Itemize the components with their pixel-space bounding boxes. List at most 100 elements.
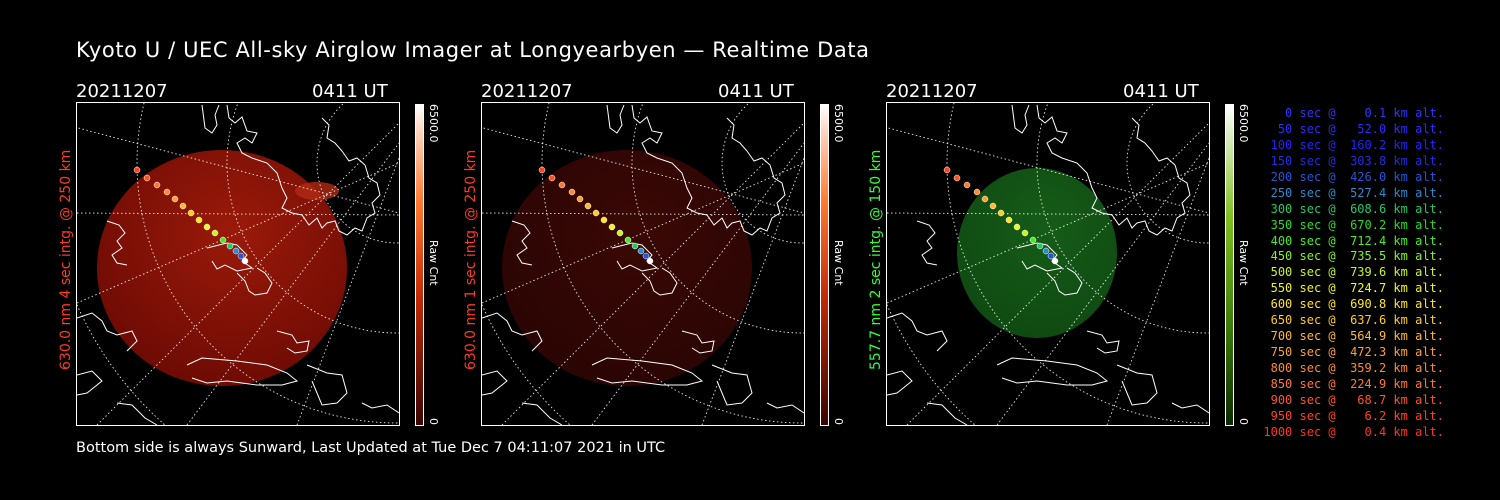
- longitude-line: [1106, 157, 1209, 425]
- coastline: [361, 402, 399, 414]
- airglow-image: [502, 150, 752, 386]
- panel-3-map: [887, 103, 1209, 425]
- coastline: [77, 312, 138, 352]
- coastline: [1171, 402, 1209, 414]
- coastline: [482, 370, 508, 396]
- panel-2-colorbar-max: 6500.0: [832, 104, 845, 143]
- track-marker: [631, 242, 639, 250]
- track-marker: [981, 195, 989, 203]
- track-marker: [1029, 236, 1037, 244]
- legend-row: 350 sec @ 670.2 km alt.: [1263, 217, 1444, 232]
- panel-1-date: 20211207: [76, 81, 168, 102]
- legend-row: 500 sec @ 739.6 km alt.: [1263, 265, 1444, 280]
- panel-2-image: [481, 102, 805, 426]
- coastline: [766, 402, 804, 414]
- track-marker: [558, 181, 566, 189]
- longitude-line: [887, 162, 1209, 304]
- panel-3-time: 0411 UT: [1123, 81, 1199, 102]
- track-marker: [576, 195, 584, 203]
- latitude-circle: [316, 103, 399, 244]
- panel-1-image: [76, 102, 400, 426]
- track-marker: [203, 223, 211, 231]
- panel-2-colorbar-min: 0: [832, 418, 845, 425]
- coastline: [511, 220, 533, 266]
- track-marker: [943, 166, 951, 174]
- longitude-line: [887, 212, 1209, 216]
- track-marker: [1013, 223, 1021, 231]
- coastline: [606, 104, 625, 134]
- track-marker: [997, 209, 1005, 217]
- legend-row: 900 sec @ 68.7 km alt.: [1263, 392, 1444, 407]
- track-marker: [143, 174, 151, 182]
- latitude-circle: [541, 103, 804, 424]
- panel-2-map: [482, 103, 804, 425]
- panel-3-colorbar-min: 0: [1237, 418, 1250, 425]
- track-marker: [568, 188, 576, 196]
- panel-1-colorbar-unit: Raw Cnt: [427, 240, 440, 286]
- coastline: [276, 330, 310, 354]
- panel-3-colorbar-unit: Raw Cnt: [1237, 240, 1250, 286]
- track-marker: [237, 252, 245, 260]
- panel-1-colorbar-min: 0: [427, 418, 440, 425]
- track-marker: [600, 216, 608, 224]
- panel-1-ylabel: 630.0 nm 4 sec intg. @ 250 km: [58, 149, 74, 370]
- legend-row: 450 sec @ 735.5 km alt.: [1263, 249, 1444, 264]
- track-marker: [163, 188, 171, 196]
- panel-2-ylabel: 630.0 nm 1 sec intg. @ 250 km: [463, 149, 479, 370]
- track-marker: [187, 209, 195, 217]
- panel-3-colorbar-max: 6500.0: [1237, 104, 1250, 143]
- legend-row: 1000 sec @ 0.4 km alt.: [1263, 424, 1444, 439]
- coastline: [681, 330, 715, 354]
- legend-row: 550 sec @ 724.7 km alt.: [1263, 281, 1444, 296]
- legend-row: 800 sec @ 359.2 km alt.: [1263, 361, 1444, 375]
- track-marker: [1021, 229, 1029, 237]
- track-marker: [1051, 257, 1059, 265]
- track-marker: [241, 257, 249, 265]
- panel-1-time: 0411 UT: [312, 81, 388, 102]
- legend-row: 250 sec @ 527.4 km alt.: [1263, 185, 1444, 200]
- track-marker: [538, 166, 546, 174]
- coastline: [186, 357, 299, 386]
- coastline: [887, 370, 913, 396]
- airglow-image: [957, 168, 1117, 338]
- altitude-legend: 0 sec @ 0.1 km alt. 50 sec @ 52.0 km alt…: [1262, 106, 1444, 441]
- track-marker: [584, 202, 592, 210]
- coastline: [1116, 364, 1158, 406]
- longitude-line: [591, 142, 804, 425]
- panel-3-colorbar: [1225, 104, 1234, 426]
- track-marker: [133, 166, 141, 174]
- track-marker: [195, 216, 203, 224]
- coastline: [631, 104, 786, 236]
- legend-row: 0 sec @ 0.1 km alt.: [1263, 106, 1444, 120]
- legend-row: 650 sec @ 637.6 km alt.: [1263, 313, 1444, 328]
- panel-2-colorbar: [820, 104, 829, 426]
- coastline: [1036, 104, 1191, 236]
- panel-3-image: [886, 102, 1210, 426]
- longitude-line: [887, 127, 1209, 214]
- coastline: [482, 312, 543, 352]
- page-title: Kyoto U / UEC All-sky Airglow Imager at …: [76, 38, 870, 62]
- panel-2-colorbar-unit: Raw Cnt: [832, 240, 845, 286]
- footer-status: Bottom side is always Sunward, Last Upda…: [76, 440, 666, 456]
- coastline: [996, 357, 1109, 386]
- panel-1-colorbar: [415, 104, 424, 426]
- track-marker: [989, 202, 997, 210]
- legend-row: 150 sec @ 303.8 km alt.: [1263, 153, 1444, 168]
- longitude-line: [77, 212, 399, 216]
- track-marker: [548, 174, 556, 182]
- legend-row: 300 sec @ 608.6 km alt.: [1263, 201, 1444, 216]
- track-marker: [642, 252, 650, 260]
- track-marker: [232, 247, 240, 255]
- panel-1-map: [77, 103, 399, 425]
- track-marker: [211, 229, 219, 237]
- track-marker: [219, 236, 227, 244]
- track-marker: [624, 236, 632, 244]
- legend-row: 750 sec @ 472.3 km alt.: [1263, 345, 1444, 360]
- coastline: [591, 357, 704, 386]
- legend-row: 50 sec @ 52.0 km alt.: [1263, 121, 1444, 136]
- longitude-line: [482, 212, 804, 216]
- panel-3-date: 20211207: [886, 81, 978, 102]
- legend-row: 600 sec @ 690.8 km alt.: [1263, 297, 1444, 312]
- coastline: [1046, 267, 1083, 296]
- coastline: [77, 370, 103, 396]
